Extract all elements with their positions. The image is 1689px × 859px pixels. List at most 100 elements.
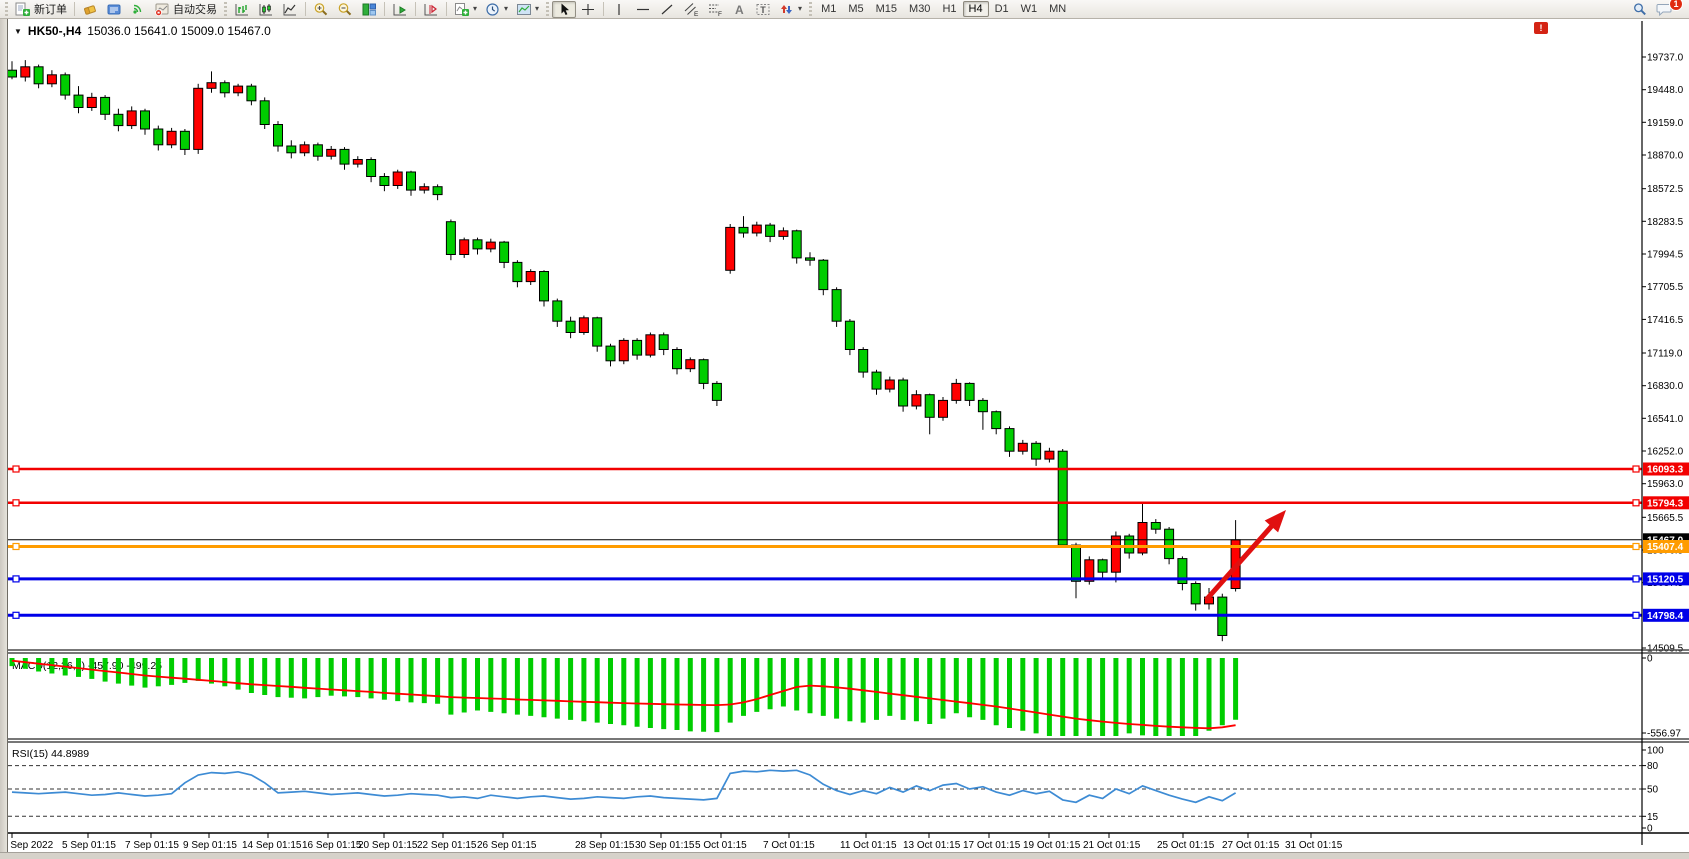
search-button[interactable] xyxy=(1628,1,1652,18)
candle xyxy=(1150,522,1161,530)
price-tick-label: 16830.0 xyxy=(1647,381,1684,392)
candle xyxy=(206,82,217,89)
pane-separator[interactable] xyxy=(8,738,1689,743)
fibonacci-button[interactable]: F xyxy=(703,1,727,18)
signals-icon xyxy=(130,2,146,17)
candle xyxy=(791,230,802,259)
time-axis[interactable]: 1 Sep 2022 5 Sep 01:15 7 Sep 01:15 9 Sep 01… xyxy=(2,833,1343,851)
zoom-in-button[interactable] xyxy=(309,1,333,18)
text-button[interactable]: A xyxy=(727,1,751,18)
tab-timeframe-m15[interactable]: M15 xyxy=(870,1,903,17)
tab-timeframe-d1[interactable]: D1 xyxy=(989,1,1015,17)
pane-separator[interactable] xyxy=(8,649,1689,654)
candle xyxy=(1017,442,1028,452)
candle xyxy=(259,100,270,126)
candle xyxy=(618,339,629,362)
add-indicator-button[interactable]: ▾ xyxy=(450,1,481,18)
eraser-button[interactable] xyxy=(78,1,102,18)
candlestick-chart-icon xyxy=(258,2,274,17)
toolbar-grip[interactable] xyxy=(5,2,8,16)
candle xyxy=(938,399,948,418)
tab-timeframe-h1[interactable]: H1 xyxy=(936,1,962,17)
candle xyxy=(219,82,230,94)
candle xyxy=(113,113,124,127)
candle xyxy=(352,159,363,165)
candle xyxy=(991,411,1002,430)
candle xyxy=(539,271,549,302)
chevron-down-icon: ▾ xyxy=(535,4,540,13)
auto-scroll-button[interactable] xyxy=(388,1,412,18)
svg-text:F: F xyxy=(718,11,722,17)
price-tick-label: 17416.5 xyxy=(1647,315,1684,326)
candle xyxy=(738,226,749,234)
trend-arrow[interactable] xyxy=(1204,510,1286,602)
tab-timeframe-w1[interactable]: W1 xyxy=(1015,1,1044,17)
toolbar-grip[interactable] xyxy=(224,2,227,16)
trendline-button[interactable] xyxy=(655,1,679,18)
chart-title-bar[interactable]: ▼ HK50-,H4 15036.0 15641.0 15009.0 15467… xyxy=(14,24,271,38)
channel-icon: E xyxy=(683,2,699,17)
line-chart-button[interactable] xyxy=(278,1,302,18)
price-tick-label: 17705.5 xyxy=(1647,282,1684,293)
periods-button[interactable]: ▾ xyxy=(481,1,512,18)
time-tick-label: 16 Sep 01:15 xyxy=(302,840,362,851)
tab-timeframe-m30[interactable]: M30 xyxy=(903,1,936,17)
zoom-out-icon xyxy=(337,2,353,17)
time-tick-label: 13 Oct 01:15 xyxy=(903,840,961,851)
vertical-line-button[interactable] xyxy=(607,1,631,18)
toolbar-grip[interactable] xyxy=(809,2,813,16)
price-tick-label: 18870.0 xyxy=(1647,151,1684,162)
toolbar-grip[interactable] xyxy=(546,2,550,16)
chart-ohlc-values: 15036.0 15641.0 15009.0 15467.0 xyxy=(87,24,271,38)
toolbar-separator xyxy=(384,2,385,16)
rsi-tick-label: 0 xyxy=(1647,824,1653,835)
auto-scroll-icon xyxy=(392,2,408,17)
text-label-button[interactable]: T xyxy=(751,1,775,18)
candle xyxy=(911,394,922,407)
tab-timeframe-h4[interactable]: H4 xyxy=(962,1,989,17)
notification-badge[interactable]: 1 xyxy=(1669,0,1683,11)
tab-timeframe-m5[interactable]: M5 xyxy=(842,1,869,17)
horizontal-line-button[interactable] xyxy=(631,1,655,18)
price-tick-label: 14509.5 xyxy=(1647,644,1684,655)
svg-text:15120.5: 15120.5 xyxy=(1647,574,1684,585)
tab-timeframe-m1[interactable]: M1 xyxy=(815,1,842,17)
time-tick-label: 30 Sep 01:15 xyxy=(635,840,695,851)
metaeditor-button[interactable] xyxy=(102,1,126,18)
chart-shift-button[interactable] xyxy=(419,1,443,18)
rsi-tick-label: 80 xyxy=(1647,761,1659,772)
candle xyxy=(166,130,177,146)
tile-windows-button[interactable] xyxy=(357,1,381,18)
arrows-button[interactable]: ▾ xyxy=(775,1,806,18)
autotrading-icon xyxy=(154,2,170,17)
candlestick-chart-button[interactable] xyxy=(254,1,278,18)
time-tick-label: 28 Sep 01:15 xyxy=(575,840,635,851)
crosshair-button[interactable] xyxy=(576,1,600,18)
price-axis[interactable]: 19737.0 19448.0 19159.0 18870.0 18572.5 18283… xyxy=(1642,53,1684,655)
zoom-in-icon xyxy=(313,2,329,17)
channel-button[interactable]: E xyxy=(679,1,703,18)
collapse-triangle-icon[interactable]: ▼ xyxy=(14,26,22,36)
bar-chart-button[interactable] xyxy=(230,1,254,18)
time-tick-label: 31 Oct 01:15 xyxy=(1285,840,1343,851)
time-tick-label: 9 Sep 01:15 xyxy=(183,840,237,851)
new-order-label: 新订单 xyxy=(34,4,67,16)
zoom-out-button[interactable] xyxy=(333,1,357,18)
time-tick-label: 7 Oct 01:15 xyxy=(763,840,815,851)
cursor-button[interactable] xyxy=(552,0,577,18)
chart-alert-icon[interactable]: ! xyxy=(1534,22,1548,34)
svg-text:A: A xyxy=(735,3,744,17)
price-tick-label: 17994.5 xyxy=(1647,250,1684,261)
autotrading-button[interactable]: 自动交易 xyxy=(150,1,221,18)
add-indicator-icon xyxy=(454,2,470,17)
candle xyxy=(20,66,31,78)
signals-button[interactable] xyxy=(126,1,150,18)
svg-text:15407.4: 15407.4 xyxy=(1647,542,1684,553)
tab-timeframe-mn[interactable]: MN xyxy=(1043,1,1072,17)
candle xyxy=(592,317,603,347)
chart-shift-icon xyxy=(423,2,439,17)
new-order-button[interactable]: 新订单 xyxy=(11,1,71,18)
template-button[interactable]: ▾ xyxy=(512,1,543,18)
candle xyxy=(299,144,310,154)
